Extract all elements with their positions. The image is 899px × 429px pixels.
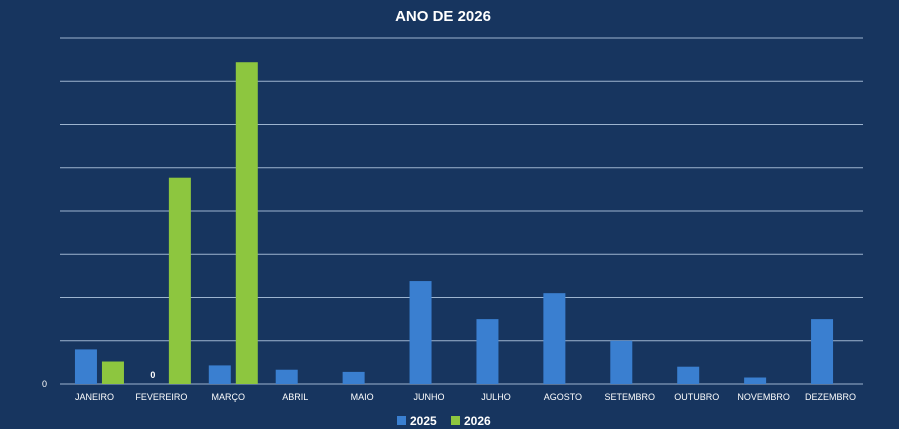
x-tick-label: NOVEMBRO [737,392,790,402]
x-tick-label: ABRIL [282,392,308,402]
bar-2025-agosto [543,293,566,384]
bar-2025-março [208,365,231,384]
bars [74,62,834,384]
legend-swatch-2026 [451,416,460,425]
legend-label-2025: 2025 [410,414,437,428]
x-tick-label: OUTUBRO [674,392,719,402]
x-tick-label: AGOSTO [544,392,582,402]
legend-swatch-2025 [397,416,406,425]
x-tick-label: JANEIRO [75,392,114,402]
x-tick-label: MAIO [351,392,374,402]
bar-2026-março [235,62,258,384]
x-tick-label: DEZEMBRO [805,392,856,402]
y-tick-label: 0 [42,379,47,389]
bar-2025-junho [409,281,432,384]
grid-lines [60,37,863,385]
bar-2025-dezembro [811,319,834,384]
bar-2025-novembro [744,377,767,384]
bar-2025-setembro [610,340,633,384]
x-tick-label: SETEMBRO [605,392,656,402]
legend: 2025 2026 [397,414,491,428]
bar-2025-maio [342,371,365,384]
data-label: 0 [150,370,155,380]
x-tick-label: JUNHO [414,392,445,402]
bar-2026-fevereiro [168,177,191,384]
x-tick-label: FEVEREIRO [135,392,187,402]
chart-title: ANO DE 2026 [395,8,491,25]
data-labels: 0 [150,370,155,380]
bar-2026-janeiro [101,361,124,384]
x-tick-label: JULHO [481,392,511,402]
x-tick-label: MARÇO [212,392,246,402]
x-axis-labels: JANEIRO FEVEREIRO MARÇO ABRIL MAIO JUNHO JULHO… [75,392,856,402]
legend-label-2026: 2026 [464,414,491,428]
bar-2025-outubro [677,366,700,384]
bar-2025-julho [476,319,499,384]
bar-2025-abril [275,369,298,384]
bar-2025-janeiro [74,349,97,384]
